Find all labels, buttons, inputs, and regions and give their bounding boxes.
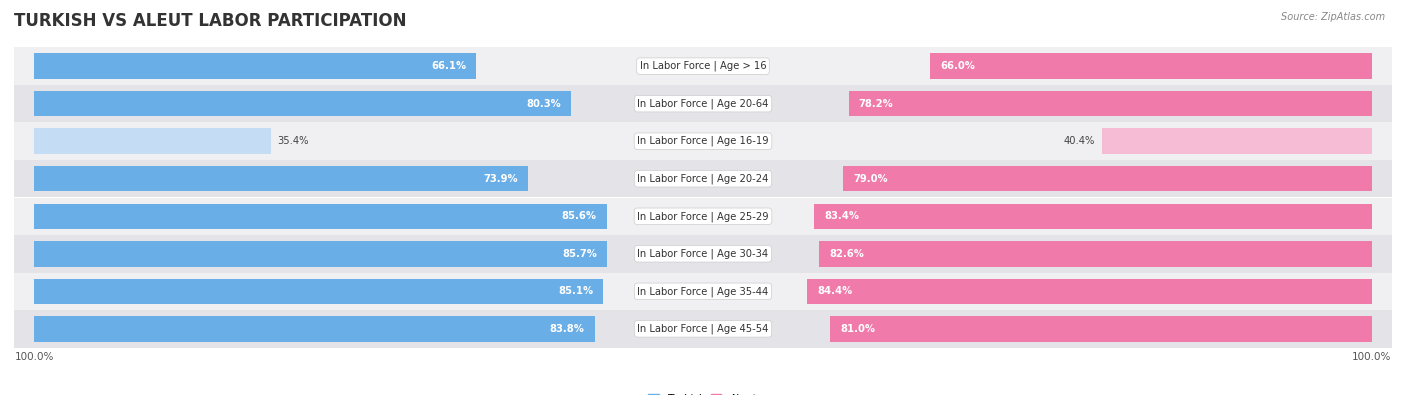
Bar — [34, 53, 477, 79]
Text: TURKISH VS ALEUT LABOR PARTICIPATION: TURKISH VS ALEUT LABOR PARTICIPATION — [14, 12, 406, 30]
Text: In Labor Force | Age 45-54: In Labor Force | Age 45-54 — [637, 324, 769, 334]
Bar — [34, 91, 571, 117]
Text: In Labor Force | Age 25-29: In Labor Force | Age 25-29 — [637, 211, 769, 222]
Text: In Labor Force | Age 16-19: In Labor Force | Age 16-19 — [637, 136, 769, 147]
Text: In Labor Force | Age 35-44: In Labor Force | Age 35-44 — [637, 286, 769, 297]
Bar — [931, 53, 1372, 79]
Text: 78.2%: 78.2% — [859, 99, 894, 109]
Bar — [0, 235, 1406, 273]
Text: 73.9%: 73.9% — [484, 174, 519, 184]
Bar — [844, 166, 1372, 192]
Bar — [1102, 128, 1372, 154]
Text: Source: ZipAtlas.com: Source: ZipAtlas.com — [1281, 12, 1385, 22]
Bar — [807, 278, 1372, 304]
Bar — [814, 203, 1372, 229]
Bar — [34, 278, 603, 304]
Text: 84.4%: 84.4% — [817, 286, 852, 296]
Text: 66.1%: 66.1% — [432, 61, 467, 71]
Text: 40.4%: 40.4% — [1063, 136, 1095, 146]
Text: 83.8%: 83.8% — [550, 324, 585, 334]
Bar — [849, 91, 1372, 117]
Text: In Labor Force | Age 20-64: In Labor Force | Age 20-64 — [637, 98, 769, 109]
Bar — [34, 128, 271, 154]
Bar — [0, 273, 1406, 310]
Bar — [0, 85, 1406, 122]
Bar — [0, 122, 1406, 160]
Bar — [0, 198, 1406, 235]
Text: 85.7%: 85.7% — [562, 249, 598, 259]
Text: 85.6%: 85.6% — [561, 211, 596, 221]
Bar — [0, 160, 1406, 198]
Text: 66.0%: 66.0% — [941, 61, 976, 71]
Text: In Labor Force | Age > 16: In Labor Force | Age > 16 — [640, 61, 766, 71]
Text: In Labor Force | Age 30-34: In Labor Force | Age 30-34 — [637, 248, 769, 259]
Bar — [0, 310, 1406, 348]
Text: 81.0%: 81.0% — [841, 324, 875, 334]
Bar — [0, 47, 1406, 85]
Bar — [820, 241, 1372, 267]
Text: 85.1%: 85.1% — [558, 286, 593, 296]
Text: 82.6%: 82.6% — [830, 249, 865, 259]
Bar — [34, 316, 595, 342]
Text: 79.0%: 79.0% — [853, 174, 889, 184]
Bar — [34, 166, 529, 192]
Text: In Labor Force | Age 20-24: In Labor Force | Age 20-24 — [637, 173, 769, 184]
Text: 80.3%: 80.3% — [526, 99, 561, 109]
Bar — [34, 203, 606, 229]
Text: 83.4%: 83.4% — [824, 211, 859, 221]
Bar — [34, 241, 607, 267]
Legend: Turkish, Aleut: Turkish, Aleut — [644, 389, 762, 395]
Text: 35.4%: 35.4% — [277, 136, 309, 146]
Bar — [830, 316, 1372, 342]
